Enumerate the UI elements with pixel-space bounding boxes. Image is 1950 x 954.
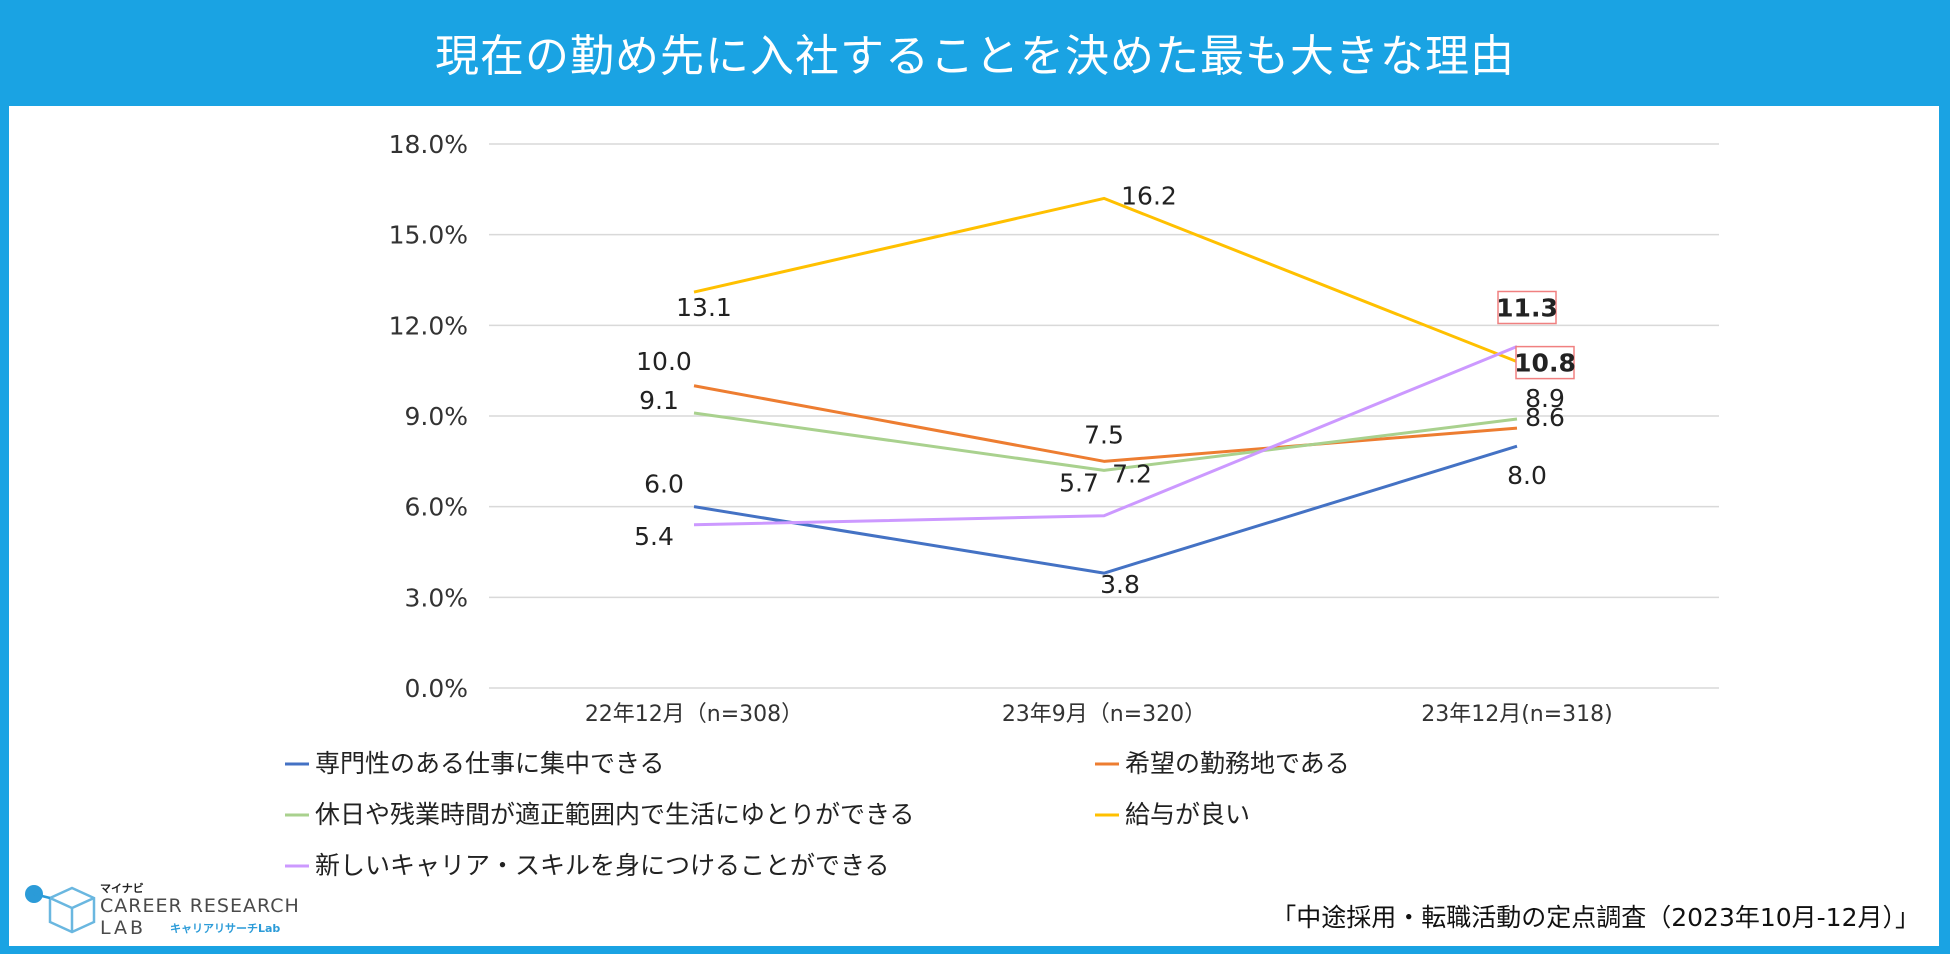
chart-panel: 0.0% 3.0% 6.0% 9.0% 12.0% 15.0% 18.0% 22年12月（n… [9, 106, 1939, 946]
data-label: 6.0 [644, 470, 684, 499]
y-tick-label: 0.0% [404, 674, 468, 703]
y-tick-label: 18.0% [389, 130, 468, 159]
data-label: 13.1 [676, 293, 732, 322]
data-label: 9.1 [639, 386, 679, 415]
y-tick-label: 3.0% [404, 583, 468, 612]
line-chart: 0.0% 3.0% 6.0% 9.0% 12.0% 15.0% 18.0% 22年12月（n… [285, 130, 1719, 880]
legend-label: 新しいキャリア・スキルを身につけることができる [315, 851, 890, 880]
legend-label: 希望の勤務地である [1125, 749, 1350, 778]
logo-top: マイナビ [100, 881, 144, 895]
y-tick-label: 15.0% [389, 221, 468, 250]
data-label: 8.6 [1525, 403, 1565, 432]
legend-label: 休日や残業時間が適正範囲内で生活にゆとりができる [315, 800, 915, 829]
x-tick-label: 22年12月（n=308） [585, 702, 803, 727]
data-label: 8.9 [1525, 384, 1565, 413]
data-label: 10.0 [636, 347, 692, 376]
cube-icon [48, 886, 96, 934]
chart-title: 現在の勤め先に入社することを決めた最も大きな理由 [435, 31, 1515, 82]
data-label: 5.7 [1059, 469, 1099, 498]
x-tick-label: 23年12月(n=318) [1421, 702, 1613, 727]
highlight-box [1497, 290, 1557, 325]
series-line [693, 444, 1518, 575]
data-label: 7.5 [1084, 420, 1124, 449]
data-label: 10.8 [1514, 349, 1576, 378]
logo-line1: CAREER RESEARCH [100, 895, 300, 917]
series-line [693, 345, 1518, 527]
data-label: 8.0 [1507, 461, 1547, 490]
series-line [693, 384, 1518, 463]
y-tick-label: 6.0% [404, 493, 468, 522]
x-tick-label: 23年9月（n=320） [1002, 702, 1206, 727]
data-label: 16.2 [1121, 181, 1177, 210]
data-label: 5.4 [634, 522, 674, 551]
data-label: 3.8 [1100, 570, 1140, 599]
source-note: 「中途採用・転職活動の定点調査（2023年10月-12月）」 [1271, 903, 1920, 932]
logo-sub: キャリアリサーチLab [170, 922, 280, 935]
series-line [693, 196, 1518, 363]
y-tick-label: 12.0% [389, 311, 468, 340]
data-label: 7.2 [1112, 459, 1152, 488]
legend-label: 専門性のある仕事に集中できる [315, 749, 665, 778]
logo-line2: LAB [100, 917, 146, 939]
y-tick-label: 9.0% [404, 402, 468, 431]
career-research-lab-logo: マイナビ CAREER RESEARCH LAB キャリアリサーチLab [20, 880, 350, 940]
series-line [693, 411, 1518, 472]
legend-label: 給与が良い [1125, 800, 1250, 829]
highlight-box [1515, 345, 1575, 380]
data-label: 11.3 [1496, 293, 1558, 322]
